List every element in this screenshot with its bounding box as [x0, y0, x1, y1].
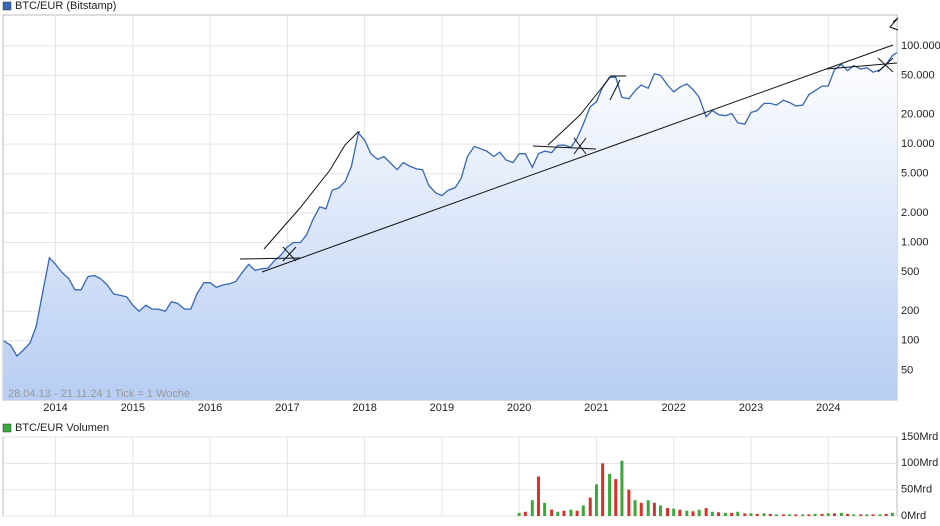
y-tick-label: 1.000: [901, 236, 929, 248]
area-fill: [3, 52, 897, 401]
volume-bar: [666, 508, 670, 516]
volume-bar: [569, 509, 573, 516]
volume-bar: [672, 508, 676, 516]
volume-bar: [710, 511, 714, 516]
legend-swatch: [2, 1, 12, 11]
x-tick-label: 2019: [430, 402, 454, 414]
legend-label: BTC/EUR (Bitstamp): [15, 0, 116, 12]
volume-bar: [543, 502, 547, 516]
y-tick-label: 20.000: [901, 108, 935, 120]
range-note: 28.04.13 - 21.11.24 1 Tick = 1 Woche: [8, 388, 190, 400]
volume-bar: [530, 500, 534, 516]
y-tick-label: 50.000: [901, 69, 935, 81]
y-tick-label: 0Mrd: [901, 510, 926, 522]
volume-bar: [614, 479, 618, 516]
price-panel: 100.000 50.000 20.000 10.000 5.000 2.000 1.000…: [2, 0, 940, 414]
hand-drawings: [239, 17, 899, 273]
volume-bar: [608, 473, 612, 516]
volume-bar: [865, 514, 869, 516]
volume-panel: 150Mrd 100Mrd 50Mrd 0Mrd BTC/EUR Volumen: [2, 422, 938, 522]
volume-bar: [704, 508, 708, 516]
volume-bar: [749, 513, 753, 516]
volume-bar: [781, 514, 785, 516]
x-tick-label: 2021: [584, 402, 608, 414]
volume-bar: [517, 512, 521, 516]
volume-bar: [581, 505, 585, 516]
plot-frame: [2, 436, 898, 517]
volume-bar: [627, 489, 631, 516]
volume-bar: [639, 502, 643, 516]
volume-bar: [755, 513, 759, 516]
volume-bar: [839, 512, 843, 516]
volume-bar: [691, 511, 695, 516]
y-tick-label: 50: [901, 364, 913, 376]
volume-bar: [730, 512, 734, 516]
price-line: [3, 52, 898, 358]
volume-bar: [550, 509, 554, 516]
volume-bar: [878, 514, 882, 516]
volume-bar: [832, 513, 836, 516]
y-tick-label: 500: [901, 266, 919, 278]
volume-bar: [652, 502, 656, 516]
volume-bar: [890, 512, 894, 516]
volume-bar: [807, 514, 811, 516]
volume-bar: [659, 505, 663, 516]
volume-bar: [575, 510, 579, 516]
volume-bar: [697, 509, 701, 516]
volume-bar: [723, 512, 727, 516]
y-tick-label: 10.000: [901, 138, 935, 150]
x-tick-label: 2015: [121, 402, 145, 414]
volume-bar: [884, 513, 888, 516]
y-tick-label: 150Mrd: [901, 431, 938, 443]
volume-bar: [762, 513, 766, 516]
volume-bar: [594, 484, 598, 516]
legend-label: BTC/EUR Volumen: [15, 422, 109, 434]
volume-bar: [601, 463, 605, 516]
volume-bar: [768, 513, 772, 516]
x-tick-label: 2017: [275, 402, 299, 414]
volume-bar: [852, 514, 856, 516]
volume-bar: [523, 511, 527, 516]
x-tick-label: 2024: [816, 402, 840, 414]
volume-bar: [794, 514, 798, 516]
volume-bar: [774, 514, 778, 516]
x-tick-label: 2014: [43, 402, 67, 414]
volume-bar: [536, 476, 540, 516]
x-tick-label: 2018: [352, 402, 376, 414]
volume-bar: [871, 514, 875, 516]
volume-bar: [717, 512, 721, 516]
volume-bar: [788, 514, 792, 516]
volume-bar: [562, 510, 566, 516]
x-tick-label: 2023: [739, 402, 763, 414]
y-tick-label: 100: [901, 335, 919, 347]
volume-bar: [556, 511, 560, 516]
y-tick-label: 100Mrd: [901, 457, 938, 469]
y-tick-label: 5.000: [901, 168, 929, 180]
volume-bar: [859, 514, 863, 516]
volume-bar: [646, 500, 650, 516]
x-tick-label: 2016: [198, 402, 222, 414]
x-tick-label: 2020: [507, 402, 531, 414]
y-tick-label: 200: [901, 305, 919, 317]
volume-bar: [685, 510, 689, 516]
y-tick-label: 50Mrd: [901, 484, 932, 496]
x-tick-label: 2022: [661, 402, 685, 414]
volume-bar: [826, 513, 830, 516]
volume-bar: [588, 497, 592, 516]
volume-bar: [743, 513, 747, 516]
volume-bar: [678, 509, 682, 516]
volume-bar: [801, 514, 805, 516]
volume-bar: [633, 500, 637, 516]
y-tick-label: 2.000: [901, 207, 929, 219]
volume-bar: [820, 513, 824, 516]
y-tick-label: 100.000: [901, 40, 940, 52]
volume-bar: [846, 513, 850, 516]
volume-bar: [736, 511, 740, 516]
legend-swatch: [2, 423, 12, 433]
volume-bar: [813, 513, 817, 516]
volume-bar: [620, 460, 624, 516]
